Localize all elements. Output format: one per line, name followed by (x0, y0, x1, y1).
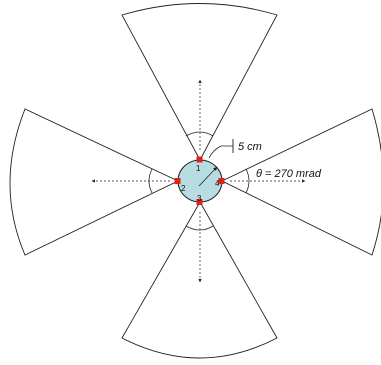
marker-3 (196, 199, 203, 205)
radius-leader (208, 145, 233, 159)
marker-1 (196, 156, 203, 163)
marker-2 (174, 178, 181, 184)
marker-4 (218, 178, 225, 184)
angle-arc-up (185, 131, 214, 137)
cone-right (220, 108, 381, 256)
angle-label: θ = 270 mrad (256, 168, 322, 180)
detector-label-4: 4 (215, 179, 220, 188)
angle-arc-left (148, 168, 153, 194)
angle-arc-down (185, 225, 214, 231)
detector-label-3: 3 (197, 194, 202, 203)
angle-arc-right (245, 168, 250, 194)
radius-label: 5 cm (238, 141, 262, 153)
detector-label-1: 1 (196, 164, 201, 173)
detector-markers (174, 156, 225, 205)
detector-label-2: 2 (181, 184, 186, 193)
cone-up (121, 3, 278, 161)
cone-left (9, 108, 180, 256)
cone-down (121, 201, 278, 359)
radius-line (198, 166, 218, 187)
